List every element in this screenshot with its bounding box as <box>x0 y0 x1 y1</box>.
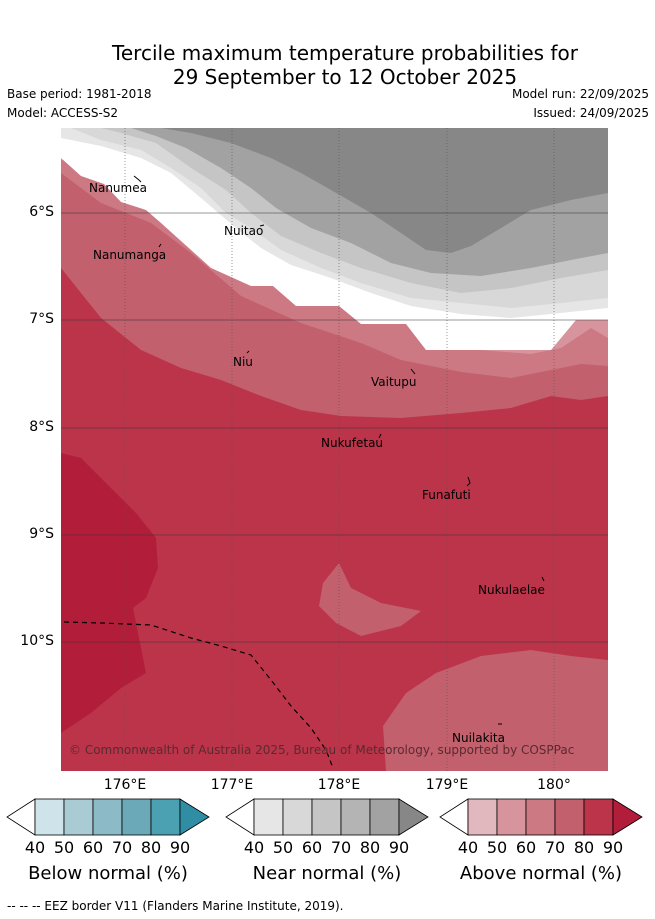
cb-below-tick-60: 60 <box>82 838 104 857</box>
graticule <box>124 128 555 771</box>
lon-tick-180: 180° <box>537 777 571 793</box>
lon-tick-179: 179°E <box>425 777 469 793</box>
colorbar-near-cell <box>282 798 313 836</box>
colorbar-above-cell <box>467 798 498 836</box>
colorbar-below-label: Below normal (%) <box>28 863 188 884</box>
cb-near-tick-80: 80 <box>359 838 381 857</box>
above-90-region <box>61 453 158 733</box>
cb-above-tick-50: 50 <box>486 838 508 857</box>
colorbar-below-cell <box>150 798 181 836</box>
cb-above-tick-60: 60 <box>515 838 537 857</box>
latitude-lines <box>61 212 608 643</box>
cb-below-tick-70: 70 <box>111 838 133 857</box>
colorbar-below-min-triangle <box>6 798 36 836</box>
colorbar-above-cell <box>583 798 614 836</box>
place-label-funafuti: Funafuti <box>422 488 471 502</box>
copyright-notice: © Commonwealth of Australia 2025, Bureau… <box>69 743 575 757</box>
eez-border <box>63 621 334 769</box>
colorbar-below-cell <box>121 798 152 836</box>
colorbar-above-min-triangle <box>439 798 469 836</box>
colorbar-near-cell <box>369 798 400 836</box>
lat-tick-7s: 7°S <box>29 311 54 327</box>
place-label-nanumea: Nanumea <box>89 181 147 195</box>
model-name: Model: ACCESS-S2 <box>7 106 119 120</box>
place-label-nuitao: Nuitao <box>224 224 264 238</box>
cb-near-tick-90: 90 <box>388 838 410 857</box>
base-period: Base period: 1981-2018 <box>7 87 152 101</box>
colorbar-above-cell <box>525 798 556 836</box>
colorbar-below-cell <box>34 798 65 836</box>
place-label-niu: Niu <box>233 355 253 369</box>
colorbar-near-min-triangle <box>225 798 255 836</box>
colorbar-below <box>6 798 210 836</box>
lat-tick-9s: 9°S <box>29 526 54 542</box>
colorbar-near-cell <box>253 798 284 836</box>
above-70-patch-south <box>383 650 608 771</box>
lat-tick-10s: 10°S <box>20 633 54 649</box>
lat-tick-8s: 8°S <box>29 419 54 435</box>
colorbar-above-max-triangle <box>612 798 643 836</box>
cb-near-tick-40: 40 <box>243 838 265 857</box>
colorbar-below-max-triangle <box>179 798 210 836</box>
eez-source-note: -- -- -- EEZ border V11 (Flanders Marine… <box>7 899 344 913</box>
colorbar-near-cell <box>340 798 371 836</box>
place-label-nuilakita: Nuilakita <box>452 731 505 745</box>
place-label-nukufetau: Nukufetau <box>321 436 384 450</box>
place-label-nanumanga: Nanumanga <box>93 248 167 262</box>
colorbar-near-cell <box>311 798 342 836</box>
colorbar-below-cell <box>63 798 94 836</box>
model-run-date: Model run: 22/09/2025 <box>511 87 649 101</box>
cb-below-tick-40: 40 <box>24 838 46 857</box>
colorbar-near <box>225 798 429 836</box>
cb-below-tick-80: 80 <box>140 838 162 857</box>
colorbar-above-cell <box>496 798 527 836</box>
cb-above-tick-80: 80 <box>573 838 595 857</box>
colorbar-above <box>439 798 643 836</box>
above-70-patch-central <box>319 563 421 636</box>
map-title-line-2: 29 September to 12 October 2025 <box>172 65 518 89</box>
cb-below-tick-90: 90 <box>169 838 191 857</box>
lon-tick-178: 178°E <box>317 777 361 793</box>
colorbar-near-max-triangle <box>398 798 429 836</box>
issued-date: Issued: 24/09/2025 <box>533 106 649 120</box>
place-label-nukulaelae: Nukulaelae <box>478 583 545 597</box>
cb-near-tick-50: 50 <box>272 838 294 857</box>
island-marks <box>133 175 545 725</box>
cb-above-tick-90: 90 <box>602 838 624 857</box>
cb-above-tick-40: 40 <box>457 838 479 857</box>
lon-tick-177: 177°E <box>210 777 254 793</box>
near-80-region <box>161 128 608 253</box>
lon-tick-176: 176°E <box>103 777 147 793</box>
probability-map <box>61 128 608 771</box>
cb-above-tick-70: 70 <box>544 838 566 857</box>
cb-below-tick-50: 50 <box>53 838 75 857</box>
cb-near-tick-70: 70 <box>330 838 352 857</box>
colorbar-below-cell <box>92 798 123 836</box>
place-label-vaitupu: Vaitupu <box>371 375 417 389</box>
colorbar-near-label: Near normal (%) <box>252 863 402 884</box>
colorbar-above-label: Above normal (%) <box>459 863 623 884</box>
colorbar-above-cell <box>554 798 585 836</box>
cb-near-tick-60: 60 <box>301 838 323 857</box>
lat-tick-6s: 6°S <box>29 204 54 220</box>
map-title-line-1: Tercile maximum temperature probabilitie… <box>112 41 578 65</box>
